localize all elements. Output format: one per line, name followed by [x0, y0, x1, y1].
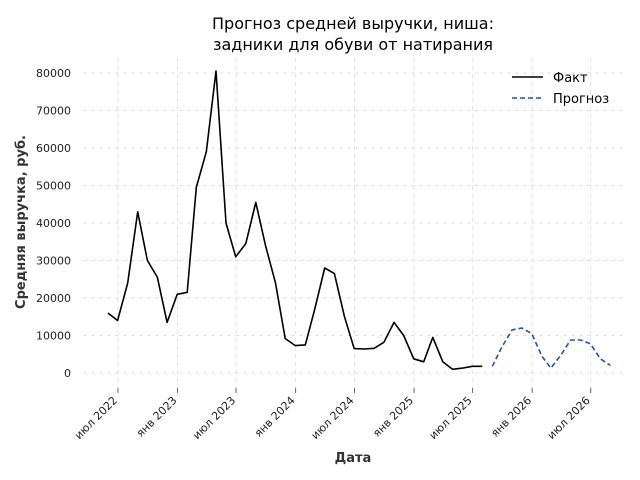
- x-tick-label: июл 2023: [190, 394, 238, 442]
- legend: Факт Прогноз: [512, 71, 609, 107]
- x-axis-label: Дата: [335, 451, 372, 466]
- axes: 0 10000 20000 30000 40000 50000 60000 70000 8000…: [36, 67, 593, 442]
- y-tick-label: 0: [64, 367, 71, 380]
- x-tick-label: янв 2024: [252, 394, 298, 440]
- series-line-fact: [107, 70, 483, 371]
- y-axis-label: Средняя выручка, руб.: [14, 135, 29, 309]
- x-tick-label: янв 2023: [134, 394, 180, 440]
- series-layer: [107, 70, 611, 371]
- y-tick-label: 70000: [36, 105, 71, 118]
- y-tick-label: 10000: [36, 330, 71, 343]
- x-tick-label: июл 2024: [309, 394, 357, 442]
- x-tick-label: июл 2026: [545, 394, 593, 442]
- grid: [83, 58, 625, 388]
- y-tick-label: 80000: [36, 67, 71, 80]
- legend-label-forecast: Прогноз: [553, 92, 609, 107]
- x-tick-label: июл 2022: [72, 394, 120, 442]
- chart-title-line-2: задники для обуви от натирания: [213, 35, 493, 54]
- chart-title-line-1: Прогноз средней выручки, ниша:: [212, 14, 494, 33]
- y-tick-label: 60000: [36, 142, 71, 155]
- x-tick-label: июл 2025: [427, 394, 475, 442]
- y-tick-label: 20000: [36, 292, 71, 305]
- y-tick-label: 40000: [36, 217, 71, 230]
- y-tick-label: 30000: [36, 255, 71, 268]
- x-tick-label: янв 2026: [488, 394, 534, 440]
- y-tick-label: 50000: [36, 180, 71, 193]
- series-line-forecast: [491, 327, 611, 369]
- x-tick-label: янв 2025: [370, 394, 416, 440]
- legend-label-fact: Факт: [553, 71, 588, 86]
